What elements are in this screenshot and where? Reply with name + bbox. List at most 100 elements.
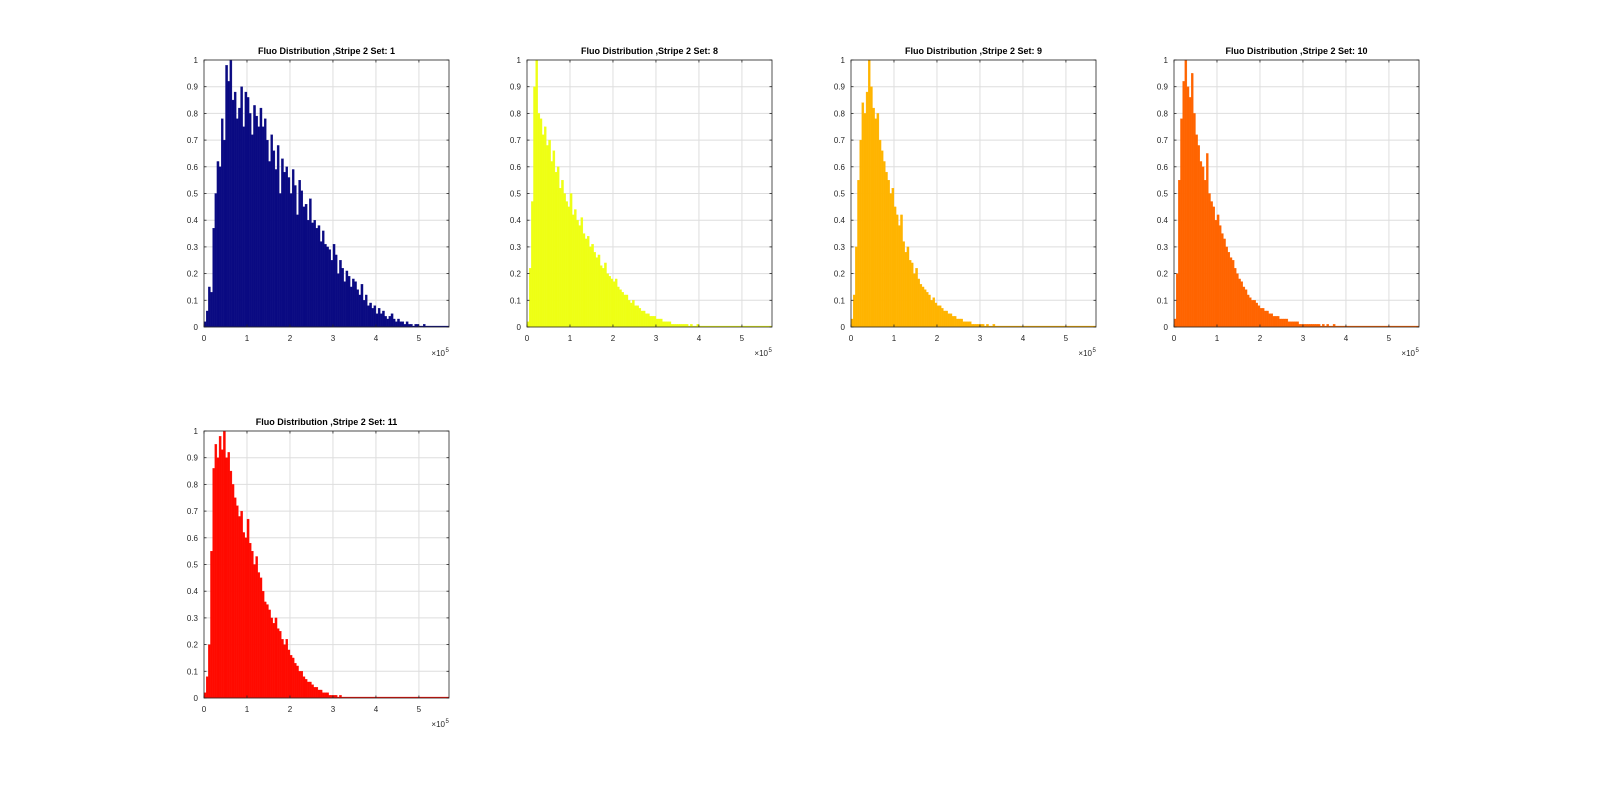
histogram-bar	[956, 318, 959, 328]
histogram-bar	[221, 449, 224, 699]
y-tick-label: 0.7	[187, 136, 199, 145]
y-tick-label: 0.2	[834, 270, 846, 279]
x-tick-label: 3	[978, 334, 983, 343]
histogram-bar	[276, 145, 280, 328]
histogram-bar	[259, 577, 263, 699]
y-tick-label: 0.4	[187, 216, 199, 225]
subplot-1: 0 1 2 3 4 500.10.20.30.40.50.60.70.80.91×10 5F…	[187, 46, 450, 358]
histogram-bar	[362, 300, 366, 328]
subplot-2: 0 1 2 3 4 500.10.20.30.40.50.60.70.80.91×10 5F…	[510, 46, 773, 358]
x-exponent-label: ×10	[1401, 349, 1415, 358]
x-tick-label: 0	[849, 334, 854, 343]
histogram-bar	[923, 289, 927, 328]
histogram-bar	[1238, 278, 1241, 328]
histogram-bar	[345, 270, 349, 328]
histogram-bar	[223, 139, 226, 328]
y-tick-label: 0.3	[510, 243, 522, 252]
histogram-bar	[1223, 238, 1226, 328]
histogram-bar	[930, 300, 933, 328]
histogram-bar	[919, 284, 923, 328]
histogram-bar	[246, 518, 250, 699]
histogram-bar	[1225, 246, 1228, 328]
histogram-bar	[951, 316, 955, 328]
histogram-bar	[640, 310, 644, 328]
x-tick-label: 2	[611, 334, 616, 343]
x-exponent-power: 5	[769, 348, 773, 354]
histogram-bar	[865, 91, 869, 328]
histogram-bar	[274, 617, 278, 699]
y-tick-label: 0.8	[1157, 109, 1169, 118]
histogram-bar	[1212, 206, 1215, 328]
histogram-bar	[880, 150, 884, 328]
y-tick-label: 0.3	[187, 614, 199, 623]
histogram-bar	[874, 118, 877, 328]
x-tick-label: 1	[245, 334, 250, 343]
y-tick-label: 0.5	[1157, 190, 1169, 199]
chart-title: Fluo Distribution ,Stripe 2 Set: 10	[1225, 46, 1367, 56]
histogram-bar	[614, 278, 618, 328]
histogram-bar	[259, 107, 263, 328]
y-tick-label: 1	[517, 56, 522, 65]
histogram-bar	[1259, 308, 1263, 328]
histogram-bar	[604, 262, 607, 328]
y-tick-label: 0.6	[187, 163, 199, 172]
histogram-bar	[337, 273, 340, 328]
histogram-bar	[208, 286, 211, 328]
histogram-bar	[1178, 179, 1181, 328]
histogram-bar	[324, 244, 327, 328]
histogram-bar	[1195, 134, 1198, 328]
histogram-bar	[377, 308, 381, 328]
histogram-bar	[1193, 113, 1196, 328]
histogram-bar	[300, 190, 304, 328]
histogram-bar	[908, 260, 912, 328]
histogram-bar	[257, 126, 261, 328]
histogram-bar	[947, 313, 951, 328]
histogram-bar	[304, 204, 308, 328]
histogram-bar	[231, 484, 235, 699]
histogram-bar	[270, 617, 273, 699]
y-tick-label: 0.8	[187, 480, 199, 489]
histogram-bar	[1231, 260, 1235, 328]
histogram-bar	[552, 150, 556, 328]
histogram-bar	[533, 86, 536, 328]
x-tick-label: 2	[288, 705, 293, 714]
histogram-bar	[1264, 310, 1267, 328]
histogram-bar	[574, 209, 577, 328]
histogram-bar	[1236, 273, 1239, 328]
histogram-bar	[330, 260, 334, 328]
histogram-bar	[384, 316, 387, 328]
histogram-bar	[567, 206, 571, 328]
histogram-bar	[565, 201, 568, 328]
x-tick-label: 4	[1021, 334, 1026, 343]
x-tick-label: 3	[331, 334, 336, 343]
histogram-bar	[642, 310, 646, 328]
histogram-bar	[311, 684, 314, 699]
x-exponent-power: 5	[446, 719, 450, 725]
y-tick-label: 0	[194, 694, 199, 703]
histogram-bar	[625, 294, 629, 328]
y-tick-label: 0.9	[510, 83, 522, 92]
histogram-bar	[287, 177, 291, 328]
histogram-bar	[244, 91, 248, 328]
histogram-bar	[1257, 305, 1261, 328]
histogram-bar	[212, 468, 215, 699]
y-tick-label: 0.1	[187, 667, 199, 676]
x-exponent-power: 5	[446, 348, 450, 354]
histogram-bar	[1255, 302, 1258, 328]
histogram-bar	[657, 318, 661, 328]
histogram-bar	[302, 676, 306, 699]
histogram-bar	[649, 316, 652, 328]
histogram-bar	[934, 302, 938, 328]
histogram-bar	[1272, 316, 1276, 328]
histogram-bar	[1249, 297, 1252, 328]
histogram-bar	[349, 286, 353, 328]
histogram-bar	[539, 118, 543, 328]
histogram-bar	[898, 225, 901, 328]
histogram-bar	[885, 171, 888, 328]
histogram-bar	[319, 689, 323, 699]
histogram-bar	[904, 252, 908, 328]
histogram-bar	[559, 188, 562, 328]
histogram-bar	[313, 220, 316, 328]
histogram-bar	[238, 516, 241, 699]
histogram-bar	[621, 292, 624, 328]
